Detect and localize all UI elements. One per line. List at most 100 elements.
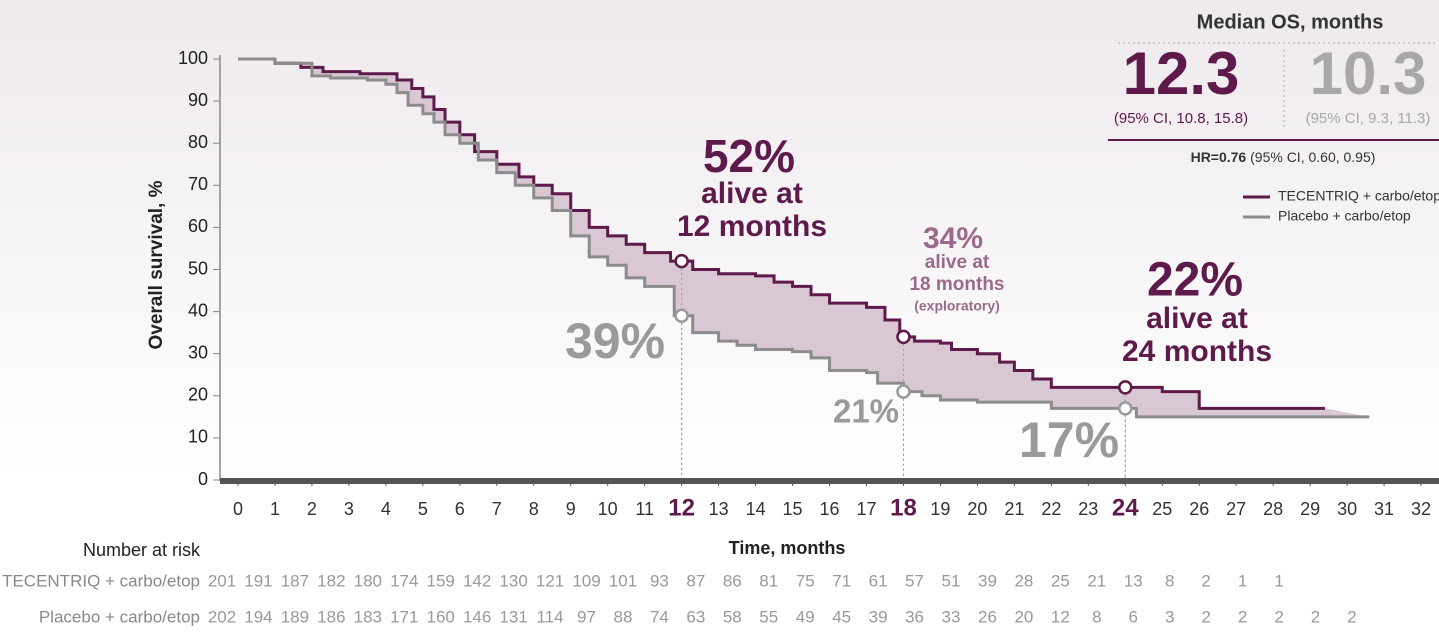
x-tick-label: 13 [709,499,729,519]
risk-count: 8 [1092,607,1101,626]
risk-count: 2 [1347,607,1356,626]
y-tick-label: 60 [188,216,208,236]
y-tick-label: 80 [188,132,208,152]
landmark-marker [1118,380,1133,395]
risk-count: 182 [317,571,345,590]
y-tick-label: 30 [188,342,208,362]
x-tick-label: 14 [746,499,766,519]
x-tick-label: 0 [233,499,243,519]
risk-count: 183 [354,607,382,626]
risk-count: 75 [796,571,815,590]
x-tick-label: 3 [344,499,354,519]
risk-count: 74 [650,607,669,626]
annotation-text: 24 months [1122,335,1272,368]
risk-count: 20 [1014,607,1033,626]
risk-count: 81 [759,571,778,590]
risk-count: 39 [869,607,888,626]
survival-curve [238,57,1370,419]
y-tick-label: 40 [188,300,208,320]
x-tick-label: 27 [1226,499,1246,519]
x-tick-label: 22 [1041,499,1061,519]
risk-count: 6 [1129,607,1138,626]
risk-count: 146 [463,607,491,626]
landmark-marker [674,308,689,324]
risk-count: 1 [1274,571,1283,590]
risk-count: 174 [390,571,418,590]
risk-count: 201 [208,571,236,590]
annotation-text: alive at [1146,302,1248,335]
survival-curve [238,57,1325,410]
shaded-difference [238,59,1370,417]
x-tick-label: 5 [418,499,428,519]
landmark-marker [896,384,911,399]
risk-count: 12 [1051,607,1070,626]
risk-count: 13 [1124,571,1143,590]
x-tick-label: 7 [492,499,502,519]
annotation-text: 18 months [909,274,1004,295]
risk-count: 55 [759,607,778,626]
risk-count: 187 [281,571,309,590]
annotation-value: 34% [923,222,983,255]
risk-count: 36 [905,607,924,626]
risk-count: 130 [499,571,527,590]
risk-count: 101 [609,571,637,590]
annotation-value: 22% [1147,254,1243,307]
risk-table-title: Number at risk [83,540,201,560]
median-ci: (95% CI, 9.3, 11.3) [1306,110,1431,127]
risk-count: 159 [427,571,455,590]
annotation-value: 39% [565,313,665,369]
x-tick-label: 26 [1189,499,1209,519]
x-tick-label: 2 [307,499,317,519]
risk-count: 25 [1051,571,1070,590]
risk-count: 2 [1238,607,1247,626]
risk-count: 109 [572,571,600,590]
y-tick-label: 0 [198,469,208,489]
x-tick-label: 6 [455,499,465,519]
risk-count: 202 [208,607,236,626]
legend-label: Placebo + carbo/etop [1278,208,1411,224]
risk-count: 2 [1311,607,1320,626]
landmark-marker [1118,401,1133,416]
risk-row-label: Placebo + carbo/etop [39,607,200,626]
hr-ci: (95% CI, 0.60, 0.95) [1250,149,1375,165]
risk-count: 114 [536,607,563,626]
annotation-text: 12 months [677,210,827,243]
annotation-text: (exploratory) [914,298,1000,314]
x-tick-label: 19 [930,499,950,519]
median-value: 10.3 [1310,40,1427,107]
y-axis-label: Overall survival, % [146,180,167,349]
risk-count: 171 [390,607,418,626]
risk-count: 86 [723,571,742,590]
risk-count: 189 [281,607,309,626]
median-title: Median OS, months [1197,11,1384,33]
annotation-text: alive at [701,177,803,210]
x-tick-label: 20 [967,499,987,519]
risk-count: 63 [686,607,705,626]
risk-count: 71 [832,571,851,590]
risk-count: 57 [905,571,924,590]
x-tick-label: 21 [1004,499,1024,519]
risk-count: 88 [613,607,632,626]
risk-count: 97 [577,607,596,626]
risk-count: 180 [354,571,382,590]
x-tick-label: 31 [1374,499,1394,519]
x-tick-label: 17 [856,499,876,519]
hr-value: HR=0.76 [1191,149,1247,165]
y-tick-label: 20 [188,385,208,405]
risk-count: 3 [1165,607,1174,626]
risk-count: 58 [723,607,742,626]
x-tick-label: 29 [1300,499,1320,519]
x-tick-label: 15 [783,499,803,519]
risk-count: 186 [317,607,345,626]
x-tick-label: 10 [598,499,618,519]
annotation-text: alive at [925,252,990,273]
risk-count: 61 [869,571,888,590]
risk-count: 2 [1201,607,1210,626]
y-tick-label: 100 [178,48,208,68]
risk-count: 160 [427,607,455,626]
risk-count: 131 [499,607,527,626]
y-tick-label: 50 [188,258,208,278]
risk-count: 87 [686,571,705,590]
x-axis-label: Time, months [729,538,846,558]
legend-label: TECENTRIQ + carbo/etop [1278,188,1439,204]
